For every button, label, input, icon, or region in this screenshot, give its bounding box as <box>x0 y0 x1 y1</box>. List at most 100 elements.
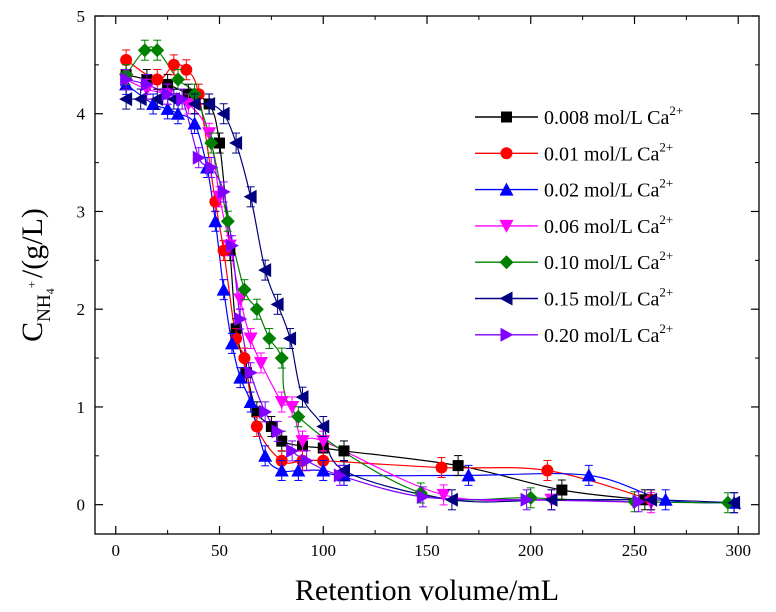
data-marker <box>243 189 257 204</box>
data-point <box>250 415 263 437</box>
data-point <box>435 457 448 479</box>
data-marker <box>250 420 263 433</box>
data-point <box>274 459 289 481</box>
data-point <box>187 93 201 115</box>
legend-item: 0.008 mol/L Ca2+ <box>475 103 683 129</box>
data-marker <box>216 282 231 296</box>
x-tick-label: 0 <box>112 541 121 560</box>
data-point <box>208 210 223 232</box>
data-point <box>119 88 133 110</box>
data-point <box>274 391 289 413</box>
data-point <box>658 489 673 511</box>
legend-label-charge: 2+ <box>659 285 673 300</box>
data-point <box>295 386 309 408</box>
data-marker <box>150 92 164 107</box>
data-marker <box>644 492 658 507</box>
legend-label-name: 0.10 mol/L <box>544 252 637 274</box>
data-point <box>233 367 248 389</box>
data-point <box>259 401 273 423</box>
y-axis-title-main: C <box>16 322 49 342</box>
data-marker <box>187 116 202 130</box>
data-marker <box>283 331 297 346</box>
legend-label-charge: 2+ <box>659 321 673 336</box>
data-point <box>291 406 306 428</box>
legend-label-charge: 2+ <box>659 139 673 154</box>
data-point <box>632 491 646 513</box>
data-marker <box>285 400 300 414</box>
data-point <box>220 210 235 232</box>
data-marker <box>262 331 277 346</box>
data-point <box>225 235 239 257</box>
data-point <box>202 93 216 115</box>
data-point <box>180 59 193 81</box>
legend-label-charge: 2+ <box>659 212 673 227</box>
data-point <box>234 308 248 330</box>
data-marker <box>274 351 289 366</box>
data-marker <box>160 101 175 115</box>
data-point <box>249 298 264 320</box>
data-point <box>295 430 310 452</box>
data-point <box>727 492 741 514</box>
data-marker <box>581 468 596 482</box>
y-tick-label: 0 <box>77 496 86 515</box>
data-marker <box>204 136 219 151</box>
data-point <box>286 440 300 462</box>
series-markers <box>119 39 742 514</box>
data-point <box>161 83 175 105</box>
data-marker <box>233 370 248 384</box>
data-marker <box>265 420 277 432</box>
data-marker <box>452 460 464 472</box>
data-point <box>556 479 568 501</box>
data-marker <box>276 435 288 447</box>
legend-label: 0.02 mol/L Ca2+ <box>544 176 673 202</box>
data-point <box>237 279 252 301</box>
data-point <box>300 450 314 472</box>
y-tick-label: 5 <box>77 7 86 26</box>
data-point <box>150 88 164 110</box>
legend-item: 0.01 mol/L Ca2+ <box>475 139 673 165</box>
data-marker <box>120 72 134 87</box>
data-point <box>140 73 154 95</box>
series-line <box>125 74 645 501</box>
x-tick-label: 50 <box>211 541 228 560</box>
data-point <box>224 332 239 354</box>
data-marker <box>337 463 350 478</box>
data-marker <box>140 77 154 92</box>
legend-marker <box>499 255 514 270</box>
legend-label-name: 0.02 mol/L <box>544 180 637 202</box>
data-marker <box>202 96 216 111</box>
data-marker <box>295 435 310 449</box>
legend-marker <box>499 219 514 233</box>
data-marker <box>243 395 258 409</box>
data-point <box>333 464 347 486</box>
data-point <box>151 69 164 91</box>
data-marker <box>192 150 206 165</box>
y-axis-title-sub2: 4 <box>43 288 57 294</box>
data-marker <box>338 445 350 457</box>
legend-label-ion: Ca <box>647 107 669 129</box>
data-marker <box>316 419 330 434</box>
legend-label-ion: Ca <box>637 252 659 274</box>
data-marker <box>120 53 133 66</box>
data-marker <box>225 238 239 253</box>
data-marker <box>544 492 558 507</box>
data-marker <box>436 488 451 502</box>
x-tick-label: 300 <box>726 541 752 560</box>
y-tick-label: 3 <box>77 202 86 221</box>
data-point <box>244 362 258 384</box>
legend-label-name: 0.008 mol/L <box>544 107 647 129</box>
legend-label-ion: Ca <box>637 325 659 347</box>
data-point <box>581 464 596 486</box>
data-marker <box>180 63 193 76</box>
data-point <box>337 459 350 481</box>
data-marker <box>258 263 272 278</box>
data-point <box>150 39 165 61</box>
legend-marker <box>500 147 513 160</box>
x-tick-label: 250 <box>622 541 648 560</box>
data-point <box>214 132 225 154</box>
data-point <box>120 69 134 91</box>
legend-marker <box>500 327 514 342</box>
x-axis-title: Retention volume/mL <box>295 574 559 607</box>
data-marker <box>632 494 646 509</box>
legend-label: 0.10 mol/L Ca2+ <box>544 248 673 274</box>
